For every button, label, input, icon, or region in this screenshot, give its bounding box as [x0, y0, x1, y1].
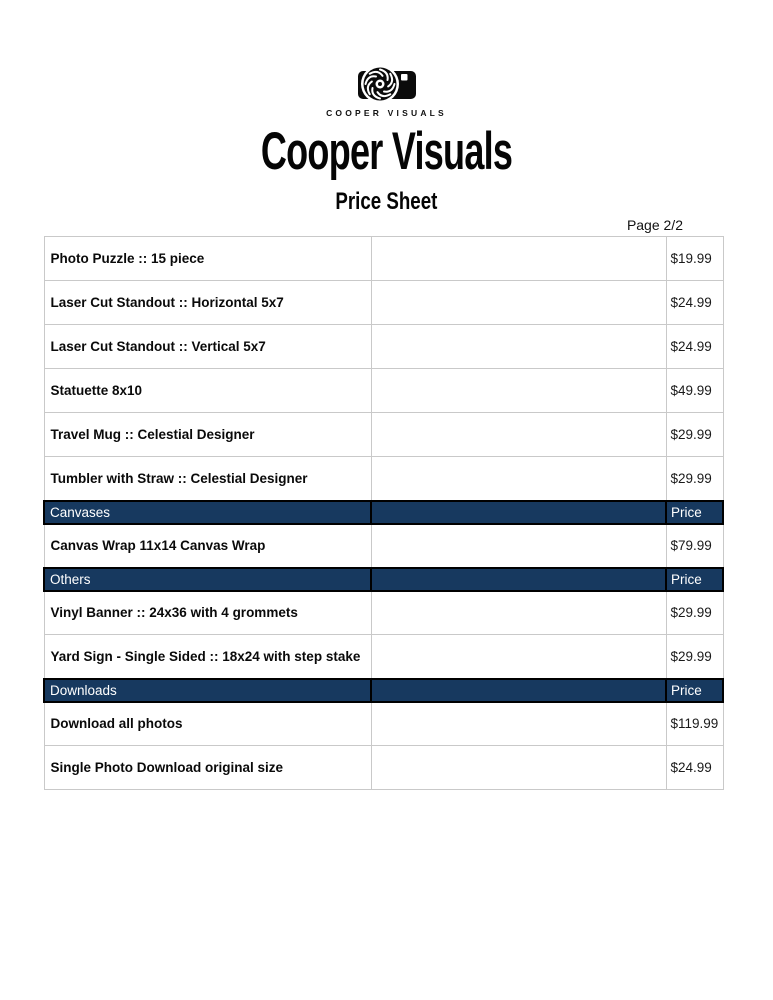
empty-cell — [370, 523, 667, 568]
item-price: $119.99 — [665, 701, 724, 746]
item-name: Canvas Wrap 11x14 Canvas Wrap — [43, 523, 372, 568]
page-indicator: Page 2/2 — [626, 217, 683, 233]
item-name: Vinyl Banner :: 24x36 with 4 grommets — [43, 590, 372, 635]
item-price: $24.99 — [665, 745, 724, 790]
section-title: Others — [43, 566, 372, 592]
item-name: Yard Sign - Single Sided :: 18x24 with s… — [43, 634, 372, 679]
item-price: $49.99 — [665, 368, 724, 413]
empty-cell — [370, 677, 667, 703]
empty-cell — [370, 566, 667, 592]
table-row: Statuette 8x10 $49.99 — [43, 368, 724, 413]
camera-icon — [357, 65, 416, 103]
item-price: $29.99 — [665, 590, 724, 635]
item-price: $29.99 — [665, 456, 724, 501]
table-row: Travel Mug :: Celestial Designer $29.99 — [43, 412, 724, 457]
section-price-label: Price — [665, 566, 724, 592]
empty-cell — [370, 280, 667, 325]
section-header-row-others: Others Price — [43, 566, 724, 592]
price-table: Photo Puzzle :: 15 piece $19.99 Laser Cu… — [43, 236, 724, 790]
empty-cell — [370, 745, 667, 790]
logo-block: COOPER VISUALS — [0, 60, 773, 118]
empty-cell — [370, 456, 667, 501]
empty-cell — [370, 412, 667, 457]
page-title: Cooper Visuals — [260, 121, 513, 181]
table-row: Download all photos $119.99 — [43, 701, 724, 746]
item-name: Download all photos — [43, 701, 372, 746]
empty-cell — [370, 368, 667, 413]
logo-brand-text: COOPER VISUALS — [326, 108, 447, 118]
section-title: Downloads — [43, 677, 372, 703]
item-name: Laser Cut Standout :: Vertical 5x7 — [43, 324, 372, 369]
table-row: Tumbler with Straw :: Celestial Designer… — [43, 456, 724, 501]
item-name: Single Photo Download original size — [43, 745, 372, 790]
item-price: $79.99 — [665, 523, 724, 568]
item-name: Statuette 8x10 — [43, 368, 372, 413]
empty-cell — [370, 590, 667, 635]
section-price-label: Price — [665, 499, 724, 525]
item-name: Photo Puzzle :: 15 piece — [43, 236, 372, 281]
item-price: $24.99 — [665, 280, 724, 325]
table-row: Laser Cut Standout :: Horizontal 5x7 $24… — [43, 280, 724, 325]
item-price: $29.99 — [665, 412, 724, 457]
empty-cell — [370, 324, 667, 369]
item-name: Laser Cut Standout :: Horizontal 5x7 — [43, 280, 372, 325]
section-title: Canvases — [43, 499, 372, 525]
item-name: Travel Mug :: Celestial Designer — [43, 412, 372, 457]
page-subtitle: Price Sheet — [335, 188, 438, 215]
table-row: Vinyl Banner :: 24x36 with 4 grommets $2… — [43, 590, 724, 635]
table-row: Single Photo Download original size $24.… — [43, 745, 724, 790]
table-row: Canvas Wrap 11x14 Canvas Wrap $79.99 — [43, 523, 724, 568]
empty-cell — [370, 701, 667, 746]
table-row: Yard Sign - Single Sided :: 18x24 with s… — [43, 634, 724, 679]
item-price: $29.99 — [665, 634, 724, 679]
empty-cell — [370, 236, 667, 281]
table-row: Laser Cut Standout :: Vertical 5x7 $24.9… — [43, 324, 724, 369]
section-header-row-downloads: Downloads Price — [43, 677, 724, 703]
table-row: Photo Puzzle :: 15 piece $19.99 — [43, 236, 724, 281]
section-header-row-canvases: Canvases Price — [43, 499, 724, 525]
item-price: $19.99 — [665, 236, 724, 281]
item-price: $24.99 — [665, 324, 724, 369]
empty-cell — [370, 499, 667, 525]
empty-cell — [370, 634, 667, 679]
item-name: Tumbler with Straw :: Celestial Designer — [43, 456, 372, 501]
section-price-label: Price — [665, 677, 724, 703]
